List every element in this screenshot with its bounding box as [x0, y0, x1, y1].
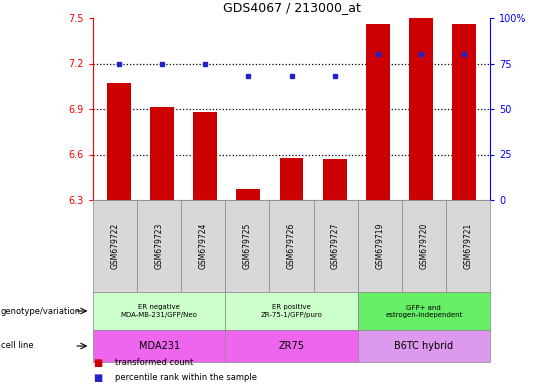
Text: GFP+ and
estrogen-independent: GFP+ and estrogen-independent	[385, 305, 463, 318]
Text: GSM679724: GSM679724	[199, 223, 208, 269]
Text: GSM679726: GSM679726	[287, 223, 296, 269]
Bar	[366, 24, 390, 200]
Bar	[107, 83, 131, 200]
Text: ZR75: ZR75	[279, 341, 305, 351]
Text: GSM679722: GSM679722	[111, 223, 119, 269]
Bar	[280, 157, 303, 200]
Text: ■: ■	[93, 372, 102, 382]
Text: B6TC hybrid: B6TC hybrid	[394, 341, 454, 351]
Text: GSM679720: GSM679720	[420, 223, 428, 269]
Text: percentile rank within the sample: percentile rank within the sample	[114, 373, 256, 382]
Bar	[452, 24, 476, 200]
Text: GSM679727: GSM679727	[331, 223, 340, 269]
Text: ■: ■	[93, 358, 102, 368]
Bar	[409, 18, 433, 200]
Bar	[193, 112, 217, 200]
Title: GDS4067 / 213000_at: GDS4067 / 213000_at	[222, 1, 360, 14]
Text: MDA231: MDA231	[139, 341, 180, 351]
Text: ER positive
ZR-75-1/GFP/puro: ER positive ZR-75-1/GFP/puro	[261, 305, 322, 318]
Bar	[237, 189, 260, 200]
Text: transformed count: transformed count	[114, 358, 193, 367]
Text: genotype/variation: genotype/variation	[1, 306, 80, 316]
Text: cell line: cell line	[1, 341, 33, 351]
Text: GSM679723: GSM679723	[154, 223, 164, 269]
Bar	[323, 159, 347, 200]
Text: GSM679719: GSM679719	[375, 223, 384, 269]
Text: GSM679725: GSM679725	[243, 223, 252, 269]
Text: GSM679721: GSM679721	[463, 223, 472, 269]
Text: ER negative
MDA-MB-231/GFP/Neo: ER negative MDA-MB-231/GFP/Neo	[121, 305, 198, 318]
Bar	[150, 108, 174, 200]
